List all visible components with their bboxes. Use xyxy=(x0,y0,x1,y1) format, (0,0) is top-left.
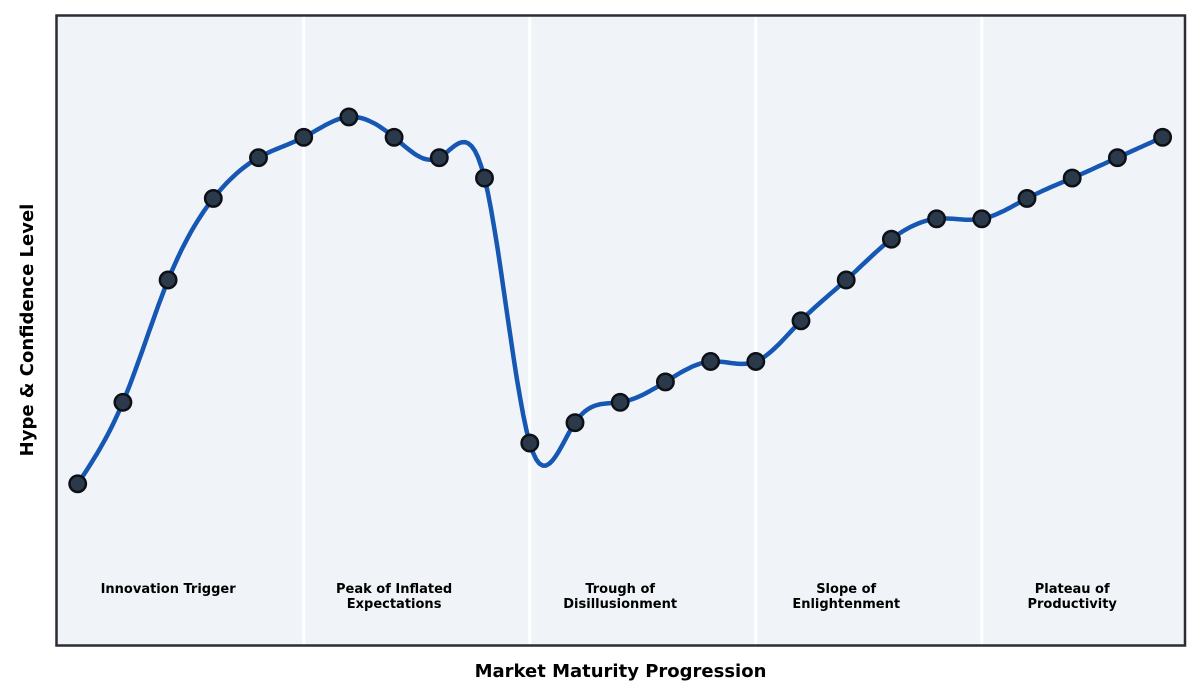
phase-label: Trough of Disillusionment xyxy=(563,582,678,612)
data-point-marker xyxy=(520,433,540,453)
data-point-marker xyxy=(701,352,721,371)
data-point-marker xyxy=(339,107,359,127)
data-point-marker xyxy=(475,168,494,188)
data-point-marker xyxy=(1107,148,1127,168)
phase-label: Peak of Inflated Expectations xyxy=(335,582,453,612)
data-point-marker xyxy=(746,352,766,371)
data-point-marker xyxy=(881,229,901,249)
data-point-marker xyxy=(927,209,947,229)
data-point-marker xyxy=(655,372,675,392)
data-point-marker xyxy=(1062,168,1082,188)
data-point-marker xyxy=(791,311,811,331)
data-point-marker xyxy=(294,127,314,147)
plot-background xyxy=(56,15,1185,646)
data-point-marker xyxy=(565,413,585,433)
plot-frame xyxy=(55,14,1187,647)
data-point-marker xyxy=(1017,188,1037,208)
data-point-marker xyxy=(1153,127,1173,147)
data-point-marker xyxy=(113,392,133,412)
phase-label: Plateau of Productivity xyxy=(1027,582,1117,612)
data-point-marker xyxy=(158,270,178,290)
phase-label: Slope of Enlightenment xyxy=(792,582,901,612)
data-point-marker xyxy=(68,474,88,494)
data-point-marker xyxy=(972,209,992,229)
data-point-marker xyxy=(429,148,449,168)
data-point-marker xyxy=(610,392,630,412)
y-axis-label: Hype & Confidence Level xyxy=(17,203,38,457)
data-point-marker xyxy=(836,270,856,290)
x-axis-label: Market Maturity Progression xyxy=(474,661,767,682)
phase-label: Innovation Trigger xyxy=(100,582,236,597)
data-point-marker xyxy=(249,148,268,168)
data-point-marker xyxy=(384,127,404,147)
data-point-marker xyxy=(203,188,223,208)
